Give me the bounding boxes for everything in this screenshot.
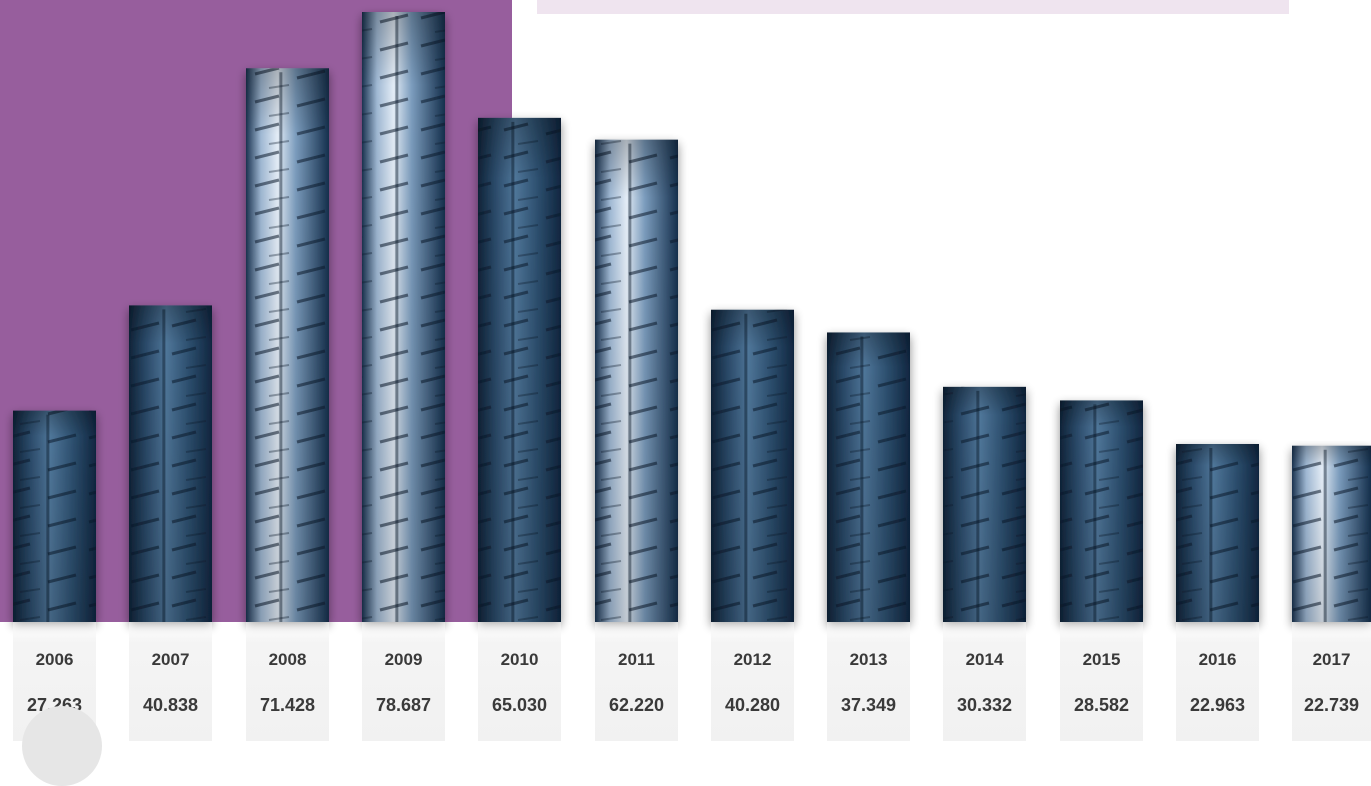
bar-2014	[943, 386, 1026, 622]
decorative-circle	[22, 706, 102, 786]
x-tick-label: 2011	[618, 650, 655, 669]
label-column-2009: 2009 78.687	[362, 622, 445, 741]
x-tick-label: 2017	[1312, 650, 1351, 669]
x-tick-label: 2013	[849, 650, 888, 669]
label-column-2015: 2015 28.582	[1060, 622, 1143, 741]
data-label: 28.582	[1073, 695, 1130, 715]
data-label: 71.428	[259, 695, 316, 715]
label-column-2016: 2016 22.963	[1176, 622, 1259, 741]
x-tick-label: 2014	[965, 650, 1004, 669]
x-tick-label: 2010	[500, 650, 539, 669]
x-tick-label: 2012	[733, 650, 772, 669]
bars	[13, 12, 1371, 623]
bar-2010	[478, 117, 561, 622]
data-label: 22.739	[1303, 695, 1360, 715]
data-label: 40.838	[142, 695, 199, 715]
bar-2016	[1176, 443, 1259, 622]
data-label: 30.332	[956, 695, 1013, 715]
bar-2011	[595, 139, 678, 622]
x-tick-label: 2009	[384, 650, 423, 669]
data-label: 22.963	[1189, 695, 1246, 715]
data-label: 62.220	[608, 695, 665, 715]
bar-2012	[711, 309, 794, 622]
label-column-2008: 2008 71.428	[246, 622, 329, 741]
bar-chart	[13, 12, 1371, 623]
x-tick-label: 2008	[268, 650, 307, 669]
label-column-2010: 2010 65.030	[478, 622, 561, 741]
bar-2017	[1292, 445, 1371, 622]
bar-2007	[129, 305, 212, 622]
x-tick-label: 2007	[151, 650, 190, 669]
data-label: 78.687	[375, 695, 432, 715]
label-column-2007: 2007 40.838	[129, 622, 212, 741]
x-tick-label: 2016	[1198, 650, 1237, 669]
label-column-2011: 2011 62.220	[595, 622, 678, 741]
data-label: 65.030	[491, 695, 548, 715]
x-tick-label: 2015	[1082, 650, 1121, 669]
x-tick-label: 2006	[35, 650, 74, 669]
bar-2015	[1060, 400, 1143, 622]
bar-2009	[362, 12, 445, 622]
data-label: 40.280	[724, 695, 781, 715]
bar-2008	[246, 68, 329, 623]
label-column-2012: 2012 40.280	[711, 622, 794, 741]
label-column-2014: 2014 30.332	[943, 622, 1026, 741]
data-label: 37.349	[840, 695, 897, 715]
label-column-2013: 2013 37.349	[827, 622, 910, 741]
bar-2006	[13, 410, 96, 622]
header-strip	[537, 0, 1289, 14]
bar-2013	[827, 332, 910, 622]
label-column-2017: 2017 22.739	[1292, 622, 1371, 741]
